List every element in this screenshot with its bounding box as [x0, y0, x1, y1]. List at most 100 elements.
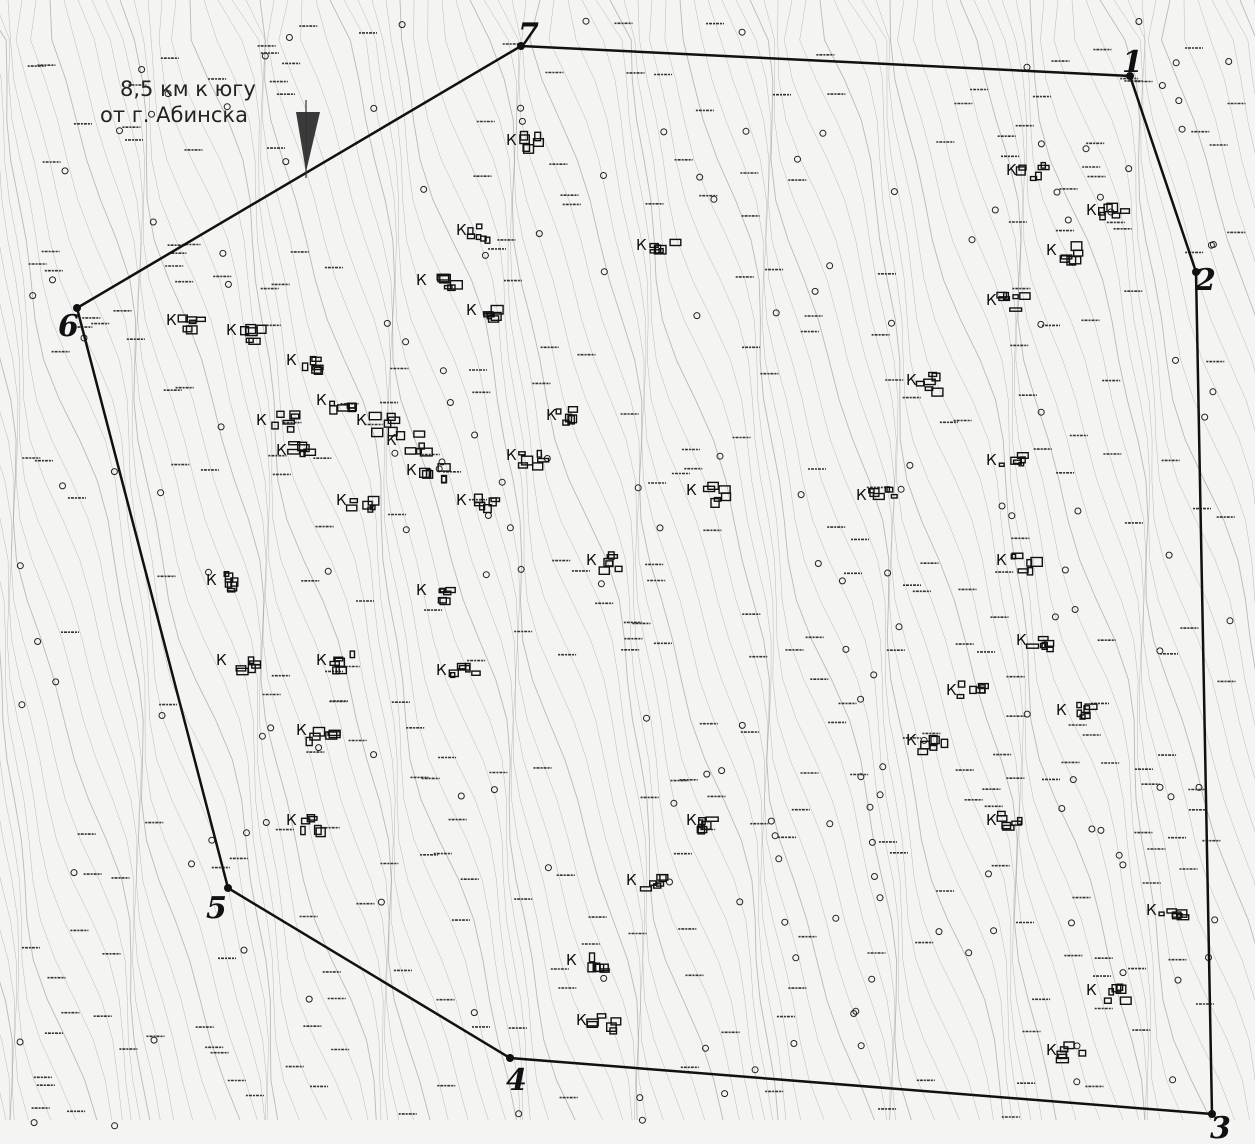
kurgan-cluster: К — [576, 1011, 622, 1035]
kurgan-letter: К — [906, 371, 917, 389]
survey-point-marker — [866, 803, 874, 811]
contour-line — [1127, 0, 1255, 507]
survey-point-marker — [634, 484, 642, 492]
survey-point-marker — [164, 90, 172, 98]
kurgan-letter: К — [946, 681, 957, 699]
contour-line — [945, 0, 1184, 1121]
survey-point-marker — [792, 954, 800, 962]
kurgan-cluster: К — [1016, 631, 1055, 653]
kurgan-letter: К — [586, 551, 597, 569]
survey-point-marker — [470, 1009, 478, 1017]
survey-point-marker — [1209, 388, 1217, 396]
survey-point-marker — [383, 319, 391, 327]
survey-point-marker — [1172, 356, 1179, 364]
contour-line — [1147, 0, 1255, 373]
contour-line — [0, 246, 174, 1121]
survey-point-marker — [1167, 793, 1175, 801]
survey-point-marker — [1008, 512, 1016, 520]
kurgan-letter: К — [686, 481, 697, 499]
contour-line — [0, 29, 241, 1121]
kurgan-letter: К — [1006, 161, 1017, 179]
survey-point-marker — [906, 461, 914, 469]
contour-line — [707, 0, 960, 1121]
kurgan-letter: К — [466, 301, 477, 319]
contour-line — [987, 0, 1250, 1121]
kurgan-cluster: К — [906, 731, 949, 756]
survey-point-marker — [1156, 647, 1164, 655]
survey-point-marker — [790, 1040, 798, 1047]
survey-point-marker — [703, 770, 711, 778]
contour-line — [385, 0, 636, 1121]
survey-point-marker — [767, 817, 775, 825]
kurgan-cluster: К — [316, 650, 356, 675]
kurgan-letter: К — [276, 441, 287, 459]
survey-point-marker — [158, 712, 166, 719]
vertex-label-1: 1 — [1122, 45, 1143, 80]
survey-point-marker — [324, 567, 332, 575]
contour-line — [0, 357, 151, 1121]
survey-point-marker — [518, 117, 526, 125]
survey-point-marker — [1073, 1078, 1081, 1086]
survey-point-marker — [262, 819, 270, 826]
survey-point-marker — [814, 560, 822, 567]
kurgan-letter: К — [546, 406, 557, 424]
north-arrow-icon — [296, 100, 320, 178]
contour-line — [735, 0, 994, 1121]
survey-point-marker — [285, 34, 293, 41]
survey-point-marker — [52, 678, 60, 686]
survey-point-marker — [879, 763, 887, 771]
survey-point-marker — [1225, 58, 1233, 65]
vertex-label-3: 3 — [1210, 1111, 1231, 1144]
kurgan-cluster: К — [406, 461, 451, 484]
contour-line — [1161, 0, 1255, 316]
contour-line — [567, 0, 801, 1121]
survey-point-marker — [775, 855, 783, 863]
contour-line — [693, 0, 936, 1121]
survey-point-marker — [305, 995, 313, 1003]
contour-line — [511, 0, 766, 1121]
survey-point-marker — [1115, 851, 1123, 859]
survey-point-marker — [535, 230, 543, 238]
contour-line — [371, 0, 633, 1121]
survey-point-marker — [402, 526, 410, 534]
contour-line — [189, 0, 431, 1121]
kurgan-cluster: К — [1146, 901, 1190, 921]
contour-line — [158, 0, 400, 1121]
survey-point-marker — [636, 1094, 644, 1102]
survey-point-marker — [643, 714, 650, 722]
survey-point-marker — [738, 28, 746, 36]
survey-point-marker — [1174, 976, 1182, 984]
kurgan-letter: К — [316, 651, 327, 669]
contour-line — [63, 0, 300, 1121]
survey-point-marker — [1058, 805, 1066, 812]
boundary-vertex-dots — [73, 42, 1216, 1118]
contour-line — [637, 0, 891, 1121]
survey-point-marker — [797, 491, 805, 499]
survey-point-marker — [149, 218, 157, 226]
survey-point-marker — [781, 918, 789, 926]
contour-line — [267, 0, 521, 1121]
contour-line — [399, 0, 639, 1121]
survey-point-marker — [838, 577, 846, 585]
survey-point-marker — [1037, 140, 1045, 148]
survey-point-marker — [261, 52, 269, 60]
survey-point-marker — [1096, 193, 1104, 201]
kurgan-cluster: К — [1046, 1041, 1087, 1064]
kurgan-letter: К — [996, 551, 1007, 569]
survey-point-marker — [1023, 710, 1031, 718]
survey-point-marker — [1178, 125, 1186, 133]
survey-area-boundary — [75, 44, 1214, 1116]
survey-point-marker — [670, 799, 678, 807]
survey-point-marker — [1158, 82, 1166, 89]
survey-point-marker — [282, 158, 290, 166]
survey-point-marker — [446, 399, 454, 406]
contour-line — [847, 0, 1101, 1121]
contour-line — [203, 0, 449, 1121]
contour-lines — [0, 0, 1255, 1121]
survey-point-marker — [16, 1038, 24, 1046]
contour-line — [529, 0, 779, 1121]
survey-point-marker — [243, 829, 250, 837]
survey-point-marker — [1037, 320, 1045, 328]
